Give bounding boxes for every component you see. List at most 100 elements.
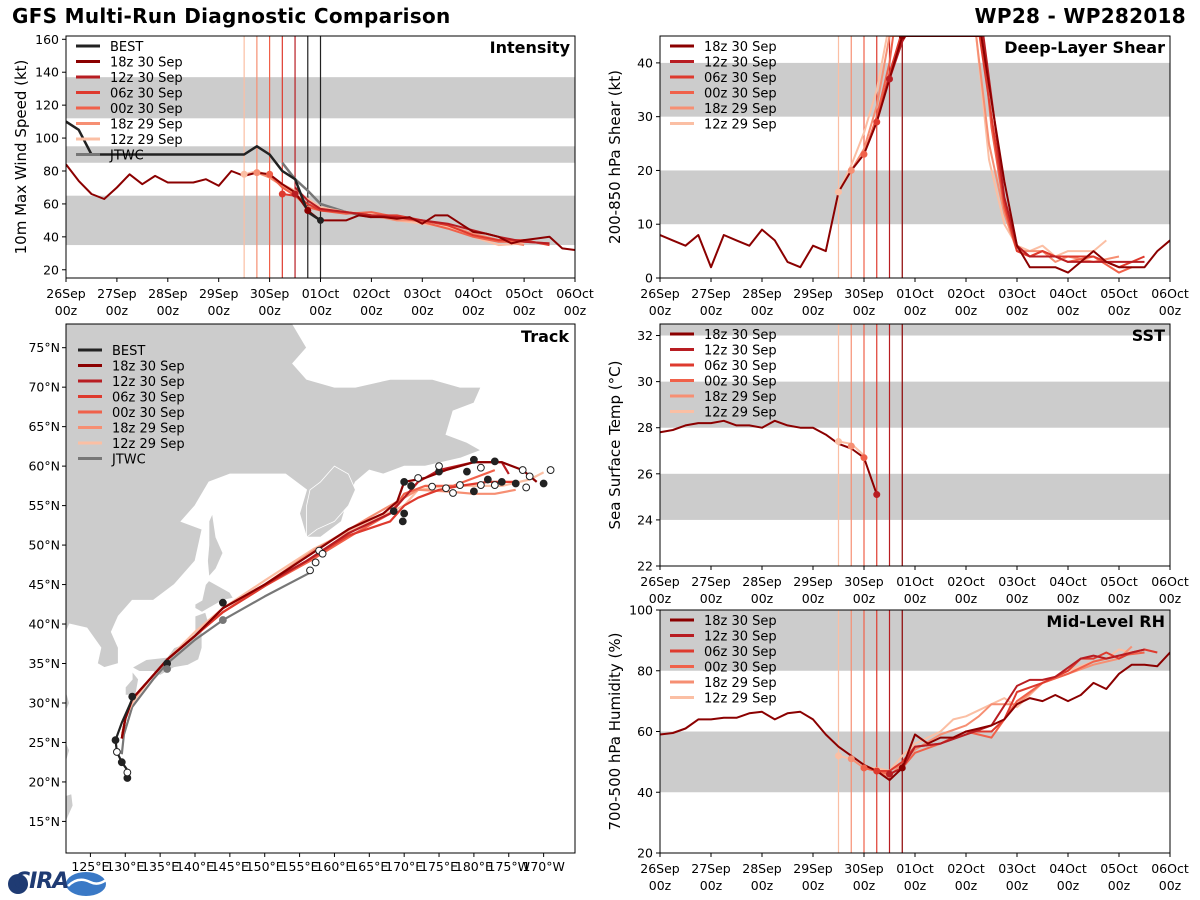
- land-polygon: [66, 793, 74, 823]
- x-tick-label: 02Oct: [947, 861, 985, 876]
- data-point: [860, 454, 868, 462]
- lat-tick-label: 70°N: [28, 380, 60, 395]
- data-point: [860, 150, 868, 158]
- track-point: [218, 616, 227, 624]
- y-axis-label: 200-850 hPa Shear (kt): [606, 70, 624, 244]
- track-point: [522, 483, 531, 492]
- data-point: [898, 764, 906, 772]
- legend-label: 00z 30 Sep: [704, 375, 777, 390]
- panel-title: Deep-Layer Shear: [1004, 38, 1165, 57]
- legend-label: JTWC: [109, 149, 144, 164]
- x-tick-label: 28Sep: [148, 286, 188, 301]
- axes-frame: [65, 323, 576, 854]
- intensity-panel: 20 40 60 80 100 120 140 160 26Sep 00z 27Sep 00z 28Se…: [12, 32, 594, 318]
- shaded-band: [660, 731, 1170, 793]
- series-line: [837, 36, 1107, 258]
- lat-tick-label: 55°N: [28, 498, 60, 513]
- x-tick-sublabel: 00z: [853, 878, 876, 893]
- x-tick-sublabel: 00z: [564, 303, 587, 318]
- legend-label: 12z 29 Sep: [110, 133, 183, 148]
- y-tick-label: 40: [637, 55, 653, 70]
- track-point: [539, 479, 548, 488]
- data-point: [873, 491, 881, 499]
- x-tick-sublabel: 00z: [1108, 878, 1131, 893]
- track-point: [456, 481, 464, 489]
- track-point: [117, 758, 126, 767]
- x-tick-label: 04Oct: [1049, 574, 1087, 589]
- x-tick-label: 01Oct: [896, 574, 934, 589]
- x-tick-sublabel: 00z: [853, 303, 876, 318]
- page-title: GFS Multi-Run Diagnostic Comparison: [12, 4, 451, 28]
- x-tick-label: 02Oct: [947, 574, 985, 589]
- x-tick-sublabel: 00z: [955, 878, 978, 893]
- x-tick-label: 29Sep: [793, 574, 833, 589]
- track-point: [407, 481, 416, 490]
- y-tick-label: 100: [35, 131, 59, 146]
- legend-label: 18z 29 Sep: [110, 118, 183, 133]
- lon-tick-label: 130°E: [106, 859, 144, 874]
- x-tick-label: 28Sep: [742, 286, 782, 301]
- x-tick-sublabel: 00z: [751, 878, 774, 893]
- track-point: [469, 487, 478, 496]
- land-polygon: [207, 512, 224, 578]
- track-point: [111, 736, 120, 744]
- rh-panel: 20 40 60 80 100 26Sep 00z 27Sep 00z 28Sep 00z 29Sep…: [606, 603, 1189, 894]
- land-polygon: [306, 465, 356, 539]
- data-point: [835, 752, 842, 760]
- legend-label: 06z 30 Sep: [110, 87, 183, 102]
- data-point: [873, 118, 881, 126]
- y-axis-label: Sea Surface Temp (°C): [606, 360, 624, 529]
- y-tick-label: 32: [637, 328, 653, 343]
- y-tick-label: 80: [637, 663, 653, 678]
- lat-tick-label: 30°N: [28, 695, 60, 710]
- y-tick-label: 24: [637, 512, 653, 527]
- x-tick-label: 26Sep: [640, 861, 680, 876]
- x-tick-sublabel: 00z: [904, 303, 927, 318]
- track-point: [113, 748, 121, 756]
- legend-label: 18z 29 Sep: [112, 422, 185, 437]
- x-tick-sublabel: 00z: [207, 303, 230, 318]
- shaded-band: [660, 610, 1170, 671]
- y-tick-label: 30: [637, 109, 653, 124]
- data-point: [253, 169, 261, 177]
- x-tick-label: 03Oct: [998, 286, 1036, 301]
- track-point: [476, 481, 485, 489]
- x-tick-label: 05Oct: [1100, 861, 1138, 876]
- x-tick-sublabel: 00z: [802, 303, 825, 318]
- x-tick-label: 27Sep: [691, 574, 731, 589]
- data-point: [304, 207, 312, 215]
- track-point: [428, 482, 436, 491]
- legend-label: 00z 30 Sep: [704, 661, 777, 676]
- data-point: [847, 442, 855, 450]
- storm-id: WP28 - WP282018: [974, 4, 1186, 28]
- lon-tick-label: 180°E: [455, 859, 493, 874]
- lon-tick-label: 170°W: [522, 859, 564, 874]
- legend-label: 12z 30 Sep: [110, 71, 183, 86]
- track-point: [469, 455, 478, 464]
- plot-area: [66, 36, 575, 278]
- legend-label: 06z 30 Sep: [704, 645, 777, 660]
- land-polygon: [66, 690, 70, 712]
- y-tick-label: 26: [637, 466, 653, 481]
- x-tick-sublabel: 00z: [1006, 878, 1029, 893]
- x-tick-sublabel: 00z: [802, 591, 825, 606]
- panel-title: SST: [1132, 326, 1165, 345]
- x-tick-label: 29Sep: [793, 861, 833, 876]
- legend-label: 12z 29 Sep: [112, 437, 185, 452]
- y-axis-label: 10m Max Wind Speed (kt): [12, 60, 30, 255]
- legend-label: 12z 30 Sep: [704, 630, 777, 645]
- x-tick-label: 27Sep: [691, 861, 731, 876]
- x-tick-label: 27Sep: [97, 286, 137, 301]
- series-line: [282, 193, 550, 247]
- x-tick-label: 29Sep: [199, 286, 239, 301]
- x-tick-label: 05Oct: [1100, 574, 1138, 589]
- y-tick-label: 20: [637, 163, 653, 178]
- data-point: [898, 36, 906, 40]
- x-tick-sublabel: 00z: [1006, 591, 1029, 606]
- lat-tick-label: 20°N: [28, 774, 60, 789]
- x-tick-sublabel: 00z: [700, 591, 723, 606]
- lon-tick-label: 155°E: [281, 859, 319, 874]
- x-tick-sublabel: 00z: [411, 303, 434, 318]
- x-tick-label: 06Oct: [1151, 286, 1189, 301]
